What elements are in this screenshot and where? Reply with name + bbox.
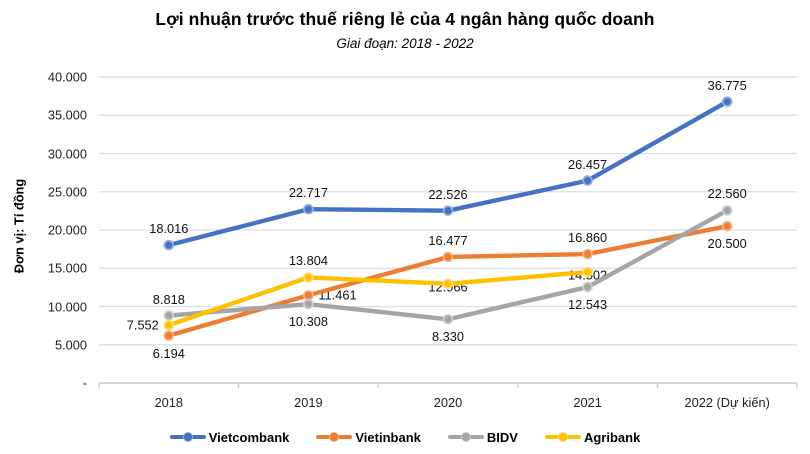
data-point-agribank	[163, 319, 175, 331]
legend-label: Vietinbank	[355, 429, 421, 445]
data-label-vietcombank-2020: 22.526	[428, 186, 468, 202]
chart-title: Lợi nhuận trước thuế riêng lẻ của 4 ngân…	[155, 9, 655, 29]
data-point-agribank	[442, 278, 454, 290]
x-axis-tick-label: 2021	[573, 395, 602, 410]
data-label-bidv-2021: 12.543	[568, 297, 608, 313]
legend-line-dot-icon	[169, 432, 206, 442]
data-point-bidv	[163, 310, 175, 321]
legend-line-dot-icon	[544, 432, 581, 442]
data-point-vietcombank	[721, 96, 733, 107]
series-line-agribank	[166, 269, 590, 328]
legend-label: Agribank	[583, 429, 641, 445]
legend-label: Vietcombank	[208, 429, 290, 445]
data-point-bidv	[442, 313, 454, 325]
series-line-vietcombank	[166, 99, 730, 248]
data-label-vietinbank-2022: 20.500	[707, 236, 747, 252]
data-label-bidv-2020: 8.330	[431, 329, 465, 345]
legend-item-vietcombank: Vietcombank	[169, 429, 290, 445]
data-label-vietcombank-2021: 26.457	[568, 156, 608, 172]
data-point-vietinbank	[442, 251, 454, 263]
legend-item-vietinbank: Vietinbank	[316, 430, 421, 445]
legend-item-agribank: Agribank	[544, 429, 641, 445]
data-point-agribank	[303, 272, 314, 283]
data-label-agribank-2018: 7.552	[126, 317, 159, 333]
data-point-bidv	[721, 205, 733, 216]
data-label-vietcombank-2022: 36.775	[707, 77, 747, 93]
x-axis-tick-label: 2019	[294, 395, 323, 410]
x-axis-tick-label: 2022 (Dự kiến)	[684, 395, 770, 410]
data-label-vietcombank-2019: 22.717	[288, 185, 328, 201]
legend-label: BIDV	[486, 429, 518, 445]
y-axis-tick-label: 40.000	[47, 69, 87, 85]
data-point-vietcombank	[303, 203, 314, 215]
data-label-vietinbank-2018: 6.194	[152, 345, 185, 361]
legend-line-dot-icon	[316, 432, 353, 442]
data-point-vietinbank	[163, 330, 175, 341]
data-point-bidv	[582, 281, 593, 293]
data-label-agribank-2019: 13.804	[288, 253, 328, 269]
data-point-vietcombank	[442, 205, 454, 216]
y-axis-tick-label: 5.000	[54, 337, 87, 353]
y-axis-tick-label: 10.000	[47, 299, 87, 314]
y-axis-tick-label: 20.000	[47, 222, 87, 238]
y-axis-tick-label: 35.000	[47, 107, 87, 123]
y-axis-tick-label: 15.000	[47, 260, 87, 276]
legend-line-dot-icon	[447, 432, 484, 442]
data-point-agribank	[582, 266, 593, 278]
data-label-bidv-2018: 8.818	[152, 291, 185, 307]
data-point-vietinbank	[303, 290, 314, 301]
x-axis-tick-label: 2018	[154, 395, 184, 410]
data-label-vietinbank-2020: 16.477	[428, 232, 468, 248]
data-label-vietcombank-2018: 18.016	[149, 221, 189, 237]
x-axis-tick-label: 2020	[433, 395, 463, 410]
legend-item-bidv: BIDV	[447, 429, 518, 445]
y-axis-tick-label: -	[82, 375, 87, 391]
data-label-bidv-2022: 22.560	[707, 186, 747, 202]
y-axis-tick-label: 30.000	[47, 146, 87, 161]
legend: Vietcombank Vietinbank BIDV Agribank	[0, 424, 810, 450]
data-point-vietinbank	[721, 220, 733, 232]
chart-subtitle: Giai đoạn: 2018 - 2022	[336, 36, 474, 51]
data-point-vietinbank	[582, 248, 593, 260]
data-label-vietinbank-2021: 16.860	[568, 230, 608, 246]
data-point-bidv	[303, 298, 314, 310]
series-line-bidv	[166, 208, 730, 322]
data-point-vietcombank	[582, 175, 593, 186]
y-axis-tick-label: 25.000	[47, 184, 87, 200]
data-point-vietcombank	[163, 239, 175, 251]
data-label-bidv-2019: 10.308	[288, 314, 328, 330]
